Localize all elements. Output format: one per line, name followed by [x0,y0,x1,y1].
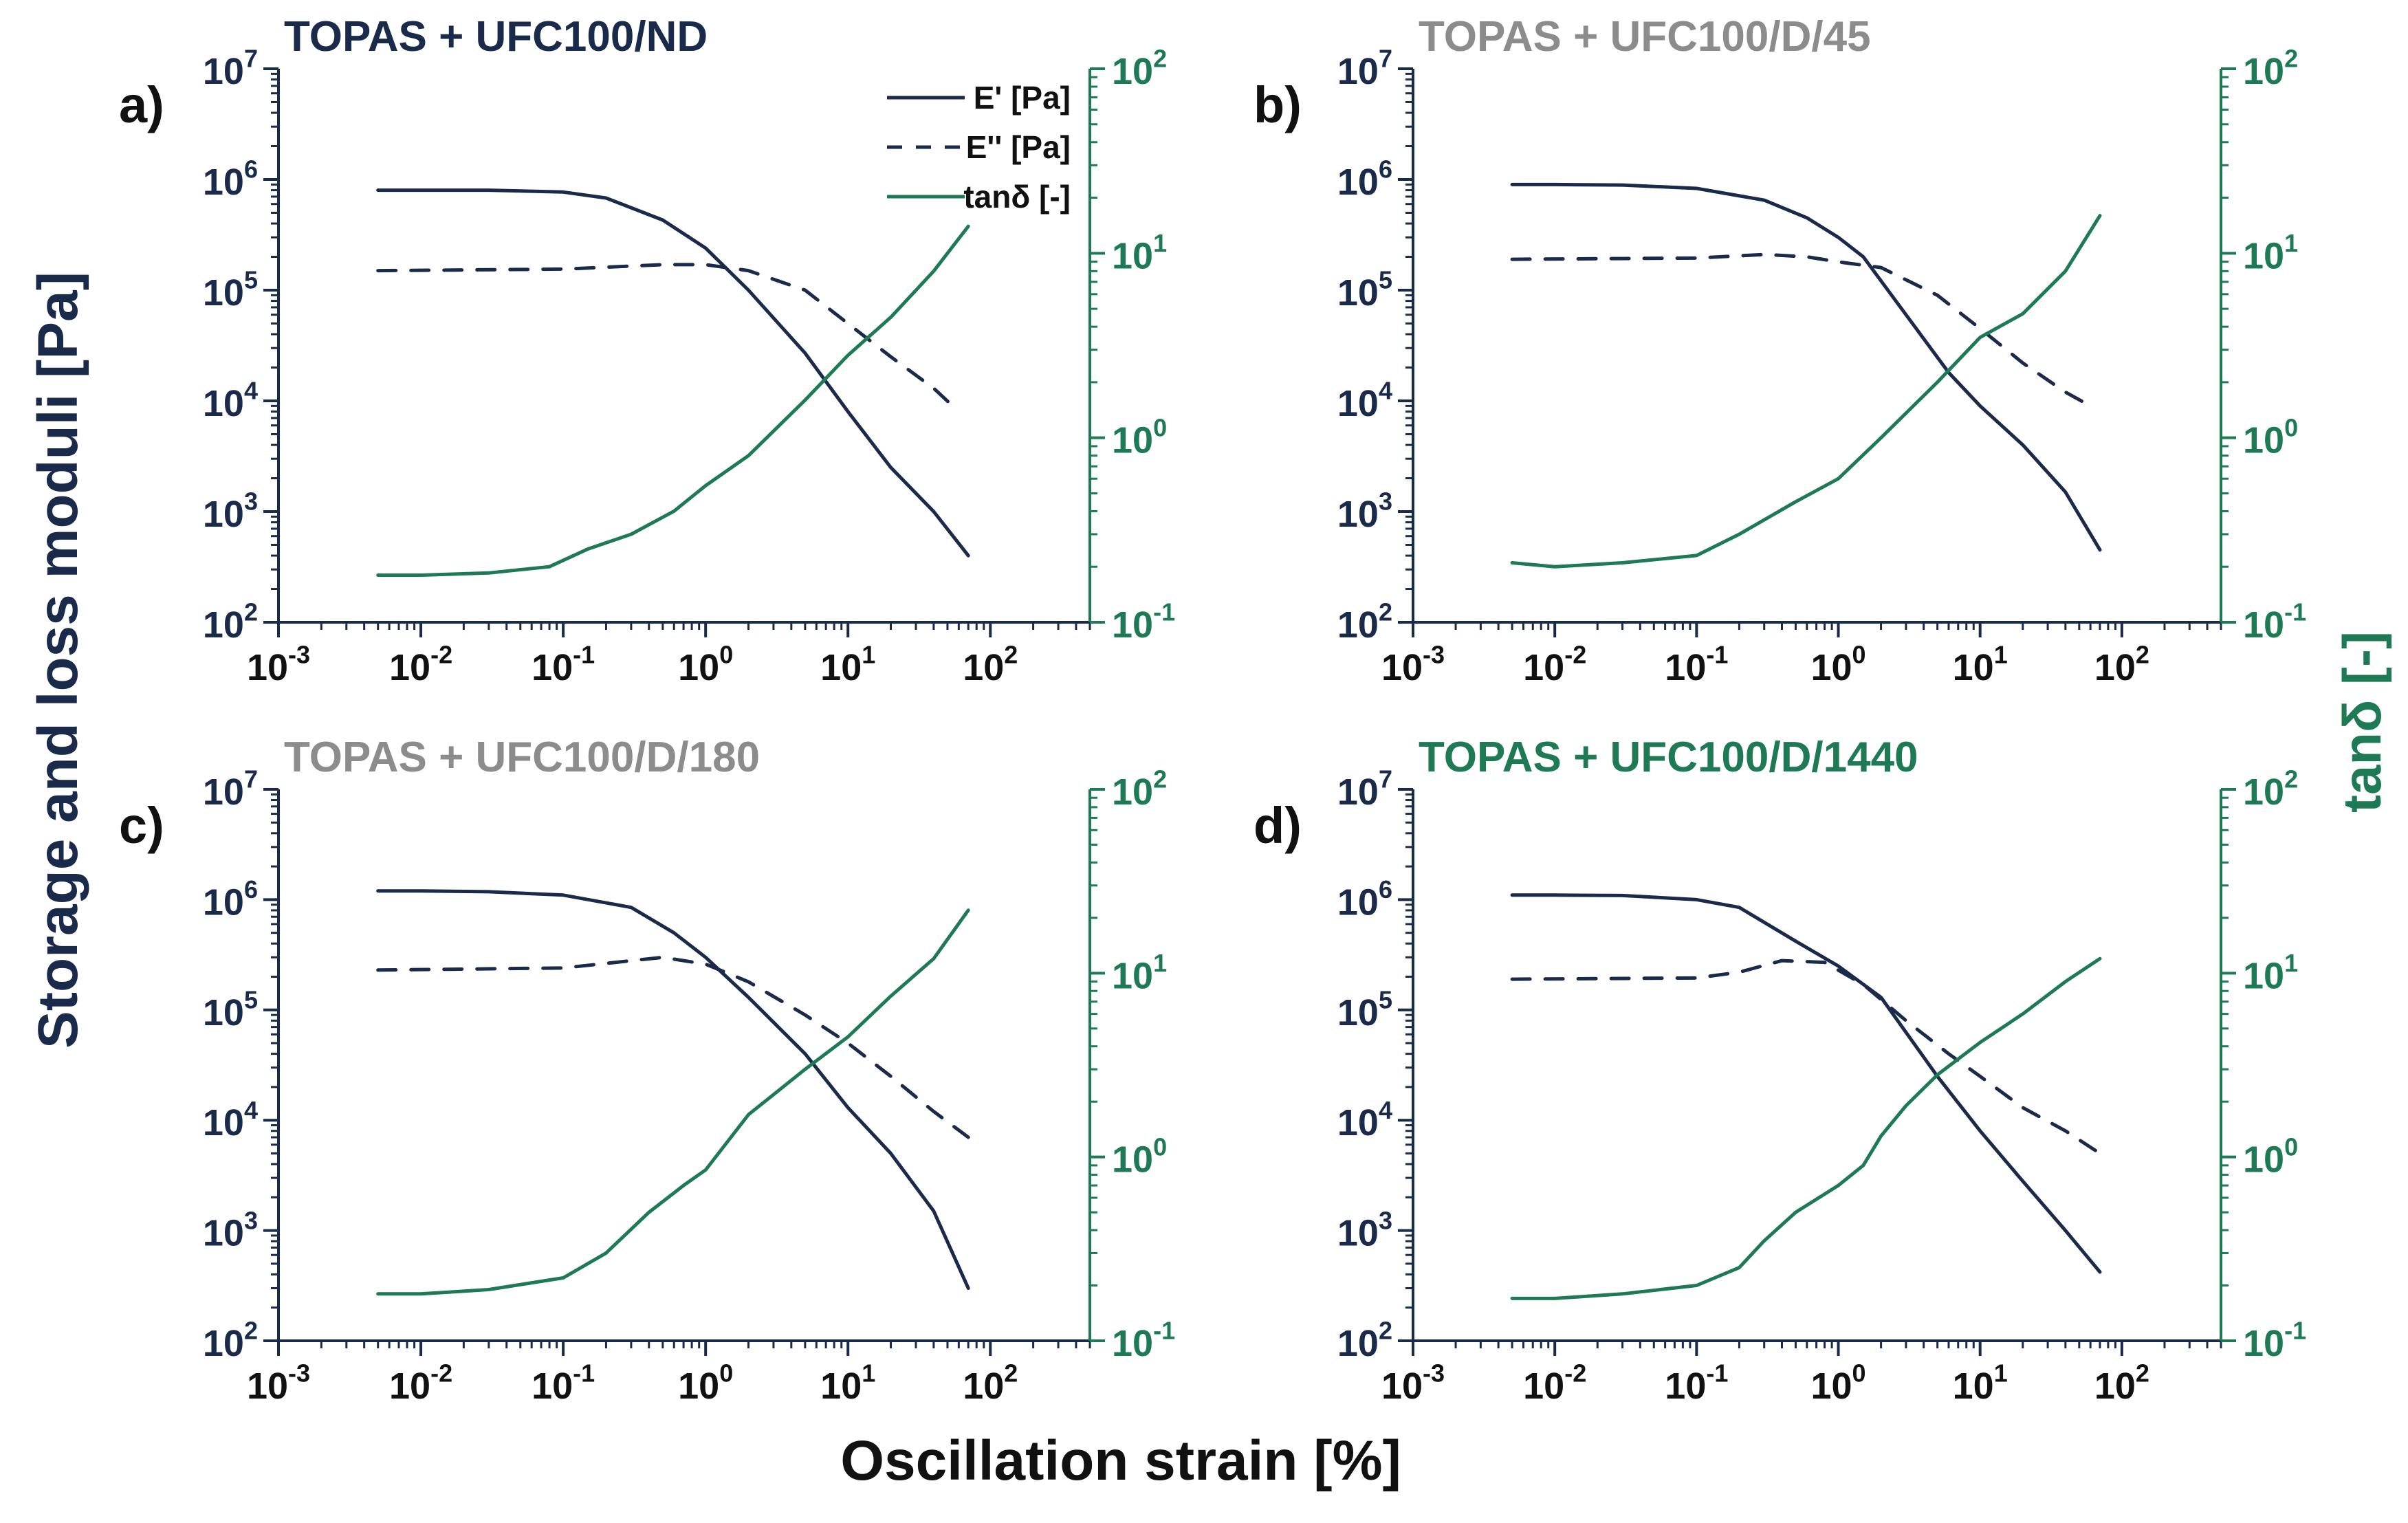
y-left-tick-label: 103 [203,1206,258,1253]
x-tick-label: 10-3 [1381,1359,1445,1407]
y-left-tick-label: 104 [1337,377,1392,424]
y-right-tick-label: 100 [1112,413,1167,461]
y-right-tick-label: 101 [1112,229,1167,276]
y-right-tick-label: 10-1 [2243,1317,2306,1364]
panel-title: TOPAS + UFC100/D/180 [284,734,760,781]
series-storage-modulus [1510,893,2102,1274]
series-loss-modulus [1510,252,2092,408]
y-right-tick-label: 102 [2243,45,2298,92]
x-tick-label: 102 [2094,641,2149,688]
y-left-tick-label: 106 [203,155,258,203]
y-left-tick-label: 102 [203,1317,258,1364]
series-storage-modulus [376,889,970,1290]
x-tick-label: 10-2 [389,641,452,688]
x-tick-label: 102 [963,1359,1018,1407]
x-tick-label: 10-1 [532,641,595,688]
y-axis-label-left: Storage and loss moduli [Pa] [27,272,89,1049]
y-left-tick-label: 102 [1337,1317,1392,1364]
y-left-tick-label: 105 [1337,266,1392,314]
panel-label: c) [119,797,164,854]
y-left-tick-label: 104 [203,1096,258,1143]
y-axis-label-right: tanδ [-] [2332,631,2392,813]
x-tick-label: 100 [678,1359,733,1407]
x-tick-label: 101 [1953,641,2008,688]
panel-3: 10-3 10-2 10-1 100 101 102 102 103 104 105 106 107 1… [119,734,1175,1407]
y-left-tick-label: 105 [203,986,258,1033]
legend-label: tanδ [-] [963,179,1071,215]
series-storage-modulus [376,188,970,558]
panel-title: TOPAS + UFC100/D/1440 [1419,734,1918,781]
y-right-tick-label: 100 [2243,1132,2298,1180]
y-left-tick-label: 107 [1337,765,1392,813]
panels: 10-3 10-2 10-1 100 101 102 102 103 104 105 106 107 1… [119,13,2306,1407]
y-left-tick-label: 107 [203,765,258,813]
panel-2: 10-3 10-2 10-1 100 101 102 102 103 104 105 106 107 1… [1254,13,2306,688]
y-right-tick-label: 102 [1112,765,1167,813]
series-loss-modulus [1510,958,2102,1155]
y-left-tick-label: 102 [1337,598,1392,646]
x-tick-label: 10-2 [389,1359,452,1407]
x-tick-label: 10-2 [1523,641,1586,688]
y-right-tick-label: 100 [1112,1132,1167,1180]
x-tick-label: 10-2 [1523,1359,1586,1407]
y-left-tick-label: 103 [1337,1206,1392,1253]
legend: E' [Pa] E'' [Pa] tanδ [-] [887,80,1071,215]
x-tick-label: 101 [820,641,875,688]
legend-label: E' [Pa] [974,80,1071,116]
series-tan-delta [1510,214,2102,569]
y-left-tick-label: 107 [1337,45,1392,92]
x-tick-label: 10-3 [1381,641,1445,688]
y-right-tick-label: 101 [2243,949,2298,996]
x-tick-label: 10-1 [1665,641,1728,688]
x-tick-label: 101 [820,1359,875,1407]
y-right-tick-label: 10-1 [1112,1317,1175,1364]
x-tick-label: 10-1 [1665,1359,1728,1407]
series-loss-modulus [376,955,970,1139]
x-tick-label: 10-3 [247,1359,310,1407]
y-left-tick-label: 106 [1337,155,1392,203]
x-tick-label: 10-1 [532,1359,595,1407]
panel-title: TOPAS + UFC100/ND [284,13,708,61]
y-right-tick-label: 10-1 [1112,598,1175,646]
panel-4: 10-3 10-2 10-1 100 101 102 102 103 104 105 106 107 1… [1254,734,2306,1407]
x-tick-label: 102 [963,641,1018,688]
x-tick-label: 10-3 [247,641,310,688]
x-axis-label: Oscillation strain [%] [840,1429,1401,1492]
y-left-tick-label: 105 [1337,986,1392,1033]
series-tan-delta [376,908,970,1296]
series-storage-modulus [1510,182,2102,552]
panel-label: d) [1254,797,1302,854]
y-right-tick-label: 10-1 [2243,598,2306,646]
panel-label: a) [119,76,164,133]
legend-label: E'' [Pa] [966,129,1071,165]
x-tick-label: 101 [1953,1359,2008,1407]
panel-1: 10-3 10-2 10-1 100 101 102 102 103 104 105 106 107 1… [119,13,1175,688]
y-right-tick-label: 102 [2243,765,2298,813]
x-tick-label: 100 [1810,1359,1865,1407]
x-tick-label: 100 [1810,641,1865,688]
panel-title: TOPAS + UFC100/D/45 [1419,13,1871,61]
y-left-tick-label: 105 [203,266,258,314]
x-tick-label: 100 [678,641,733,688]
y-right-tick-label: 101 [2243,229,2298,276]
y-right-tick-label: 101 [1112,949,1167,996]
series-tan-delta [376,224,970,577]
y-left-tick-label: 107 [203,45,258,92]
series-tan-delta [1510,956,2102,1300]
y-left-tick-label: 104 [1337,1096,1392,1143]
y-left-tick-label: 103 [1337,487,1392,535]
y-right-tick-label: 100 [2243,413,2298,461]
y-left-tick-label: 103 [203,487,258,535]
y-right-tick-label: 102 [1112,45,1167,92]
y-left-tick-label: 106 [1337,875,1392,923]
panel-label: b) [1254,76,1302,133]
y-left-tick-label: 104 [203,377,258,424]
x-tick-label: 102 [2094,1359,2149,1407]
y-left-tick-label: 102 [203,598,258,646]
series-loss-modulus [376,263,961,414]
y-left-tick-label: 106 [203,875,258,923]
